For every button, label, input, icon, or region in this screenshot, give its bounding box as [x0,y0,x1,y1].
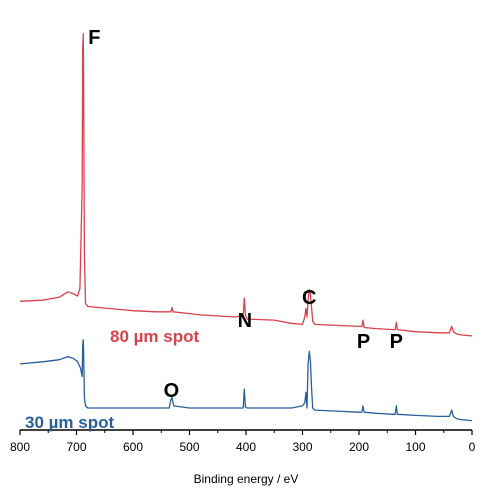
x-tick-label: 100 [405,440,425,454]
x-tick-label: 400 [236,440,256,454]
peak-label-p: P [357,331,370,353]
series-label-30um: 30 µm spot [25,413,114,432]
peak-label-o: O [164,380,180,402]
x-axis-title: Binding energy / eV [194,472,299,486]
x-tick-label: 300 [292,440,312,454]
x-tick-label: 500 [179,440,199,454]
series-line-80um [19,32,473,337]
x-tick-label: 700 [66,440,86,454]
peak-label-f: F [88,27,100,49]
x-tick-label: 0 [469,440,476,454]
x-tick-label: 600 [123,440,143,454]
series-line-30um [19,339,473,422]
x-tick-label: 200 [349,440,369,454]
x-tick-label: 800 [10,440,30,454]
x-axis-ticks: 800 700 600 500 400 300 200 100 0 [10,430,476,454]
peak-label-c: C [302,287,316,309]
peak-label-p: P [390,331,403,353]
peak-label-n: N [238,310,252,332]
series-lines [19,32,473,422]
series-label-80um: 80 µm spot [110,327,199,346]
annotation-labels: F N C P P O 80 µm spot 30 µm spot [25,27,403,432]
